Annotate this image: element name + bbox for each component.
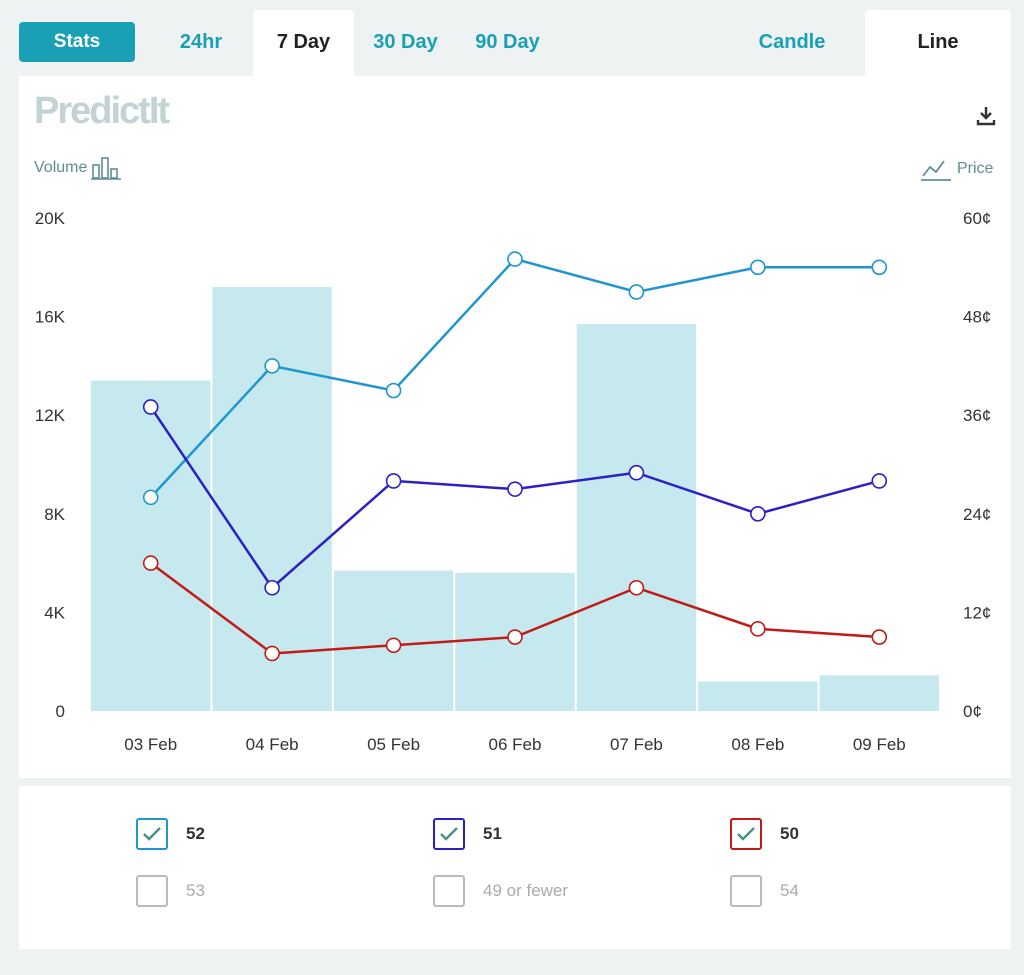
price-label: Price	[957, 160, 994, 177]
legend-item[interactable]: 52	[136, 816, 205, 852]
line-chart-icon	[921, 160, 951, 181]
volume-tick-label: 0	[56, 702, 65, 721]
stats-button[interactable]: Stats	[19, 22, 135, 62]
volume-bar	[698, 681, 818, 711]
bar-chart-icon	[91, 157, 122, 180]
price-axis-title: Price	[921, 156, 993, 182]
price-tick-label: 24¢	[963, 505, 991, 524]
data-point-52	[507, 251, 523, 267]
tab-candle[interactable]: Candle	[758, 31, 826, 53]
checked-checkbox[interactable]	[433, 818, 465, 850]
data-point-52	[385, 382, 402, 399]
check-icon	[440, 827, 458, 841]
price-tick-label: 12¢	[963, 603, 991, 622]
legend-item[interactable]: 49 or fewer	[433, 873, 568, 909]
legend-label: 51	[483, 824, 502, 843]
data-point-51	[871, 473, 888, 489]
legend-label: 52	[186, 824, 205, 843]
data-point-51	[750, 505, 766, 522]
legend-label: 49 or fewer	[483, 881, 569, 900]
predictit-logo: PredictIt	[34, 90, 170, 132]
legend-item[interactable]: 54	[730, 873, 799, 909]
tab-7-day[interactable]: 7 Day	[253, 10, 354, 76]
data-point-50	[142, 555, 159, 571]
download-icon[interactable]	[974, 104, 998, 128]
volume-label: Volume	[34, 159, 88, 176]
data-point-50	[385, 637, 402, 654]
unchecked-checkbox[interactable]	[136, 875, 168, 907]
data-point-52	[142, 489, 159, 506]
volume-tick-label: 20K	[35, 209, 66, 228]
legend-item[interactable]: 50	[730, 816, 799, 852]
data-point-51	[628, 464, 645, 481]
data-point-50	[750, 621, 766, 637]
data-point-52	[750, 259, 766, 276]
x-tick-label: 06 Feb	[489, 735, 542, 754]
x-tick-label: 03 Feb	[124, 735, 177, 754]
x-tick-label: 05 Feb	[367, 735, 420, 754]
volume-bar	[819, 675, 939, 711]
x-tick-label: 08 Feb	[731, 735, 784, 754]
data-point-52	[264, 358, 280, 374]
check-icon	[143, 827, 161, 841]
price-tick-label: 60¢	[963, 209, 991, 228]
x-tick-label: 04 Feb	[246, 735, 299, 754]
chart-panel: PredictIt Volume Price 20K 16K 12K 8K 4K 0 60¢…	[19, 76, 1011, 778]
volume-tick-label: 12K	[35, 406, 66, 425]
data-point-52	[871, 259, 888, 276]
legend-item[interactable]: 53	[136, 873, 205, 909]
volume-bar	[212, 287, 332, 711]
data-point-51	[507, 481, 523, 497]
tab-24hr[interactable]: 24hr	[179, 31, 223, 53]
volume-tick-label: 8K	[44, 505, 65, 524]
price-volume-chart: 20K 16K 12K 8K 4K 0 60¢ 48¢ 36¢ 24¢ 12¢ 0¢ 03 Feb 04 …	[35, 209, 992, 754]
checked-checkbox[interactable]	[730, 818, 762, 850]
unchecked-checkbox[interactable]	[433, 875, 465, 907]
volume-tick-label: 16K	[35, 308, 66, 327]
legend-label: 50	[780, 824, 799, 843]
legend-panel: 52 51 50 53 49 or fewer 54	[19, 786, 1011, 949]
x-tick-label: 09 Feb	[853, 735, 906, 754]
data-point-50	[871, 629, 888, 645]
volume-bar	[576, 323, 697, 711]
tab-30-day[interactable]: 30 Day	[373, 31, 438, 53]
data-point-51	[142, 399, 159, 415]
data-point-50	[507, 629, 523, 645]
volume-bar	[91, 380, 211, 711]
legend-label: 53	[186, 881, 205, 900]
price-tick-label: 0¢	[963, 702, 982, 721]
data-point-51	[264, 579, 280, 596]
legend-item[interactable]: 51	[433, 816, 502, 852]
volume-axis-title: Volume	[34, 156, 122, 180]
data-point-50	[628, 579, 645, 596]
price-tick-label: 48¢	[963, 308, 991, 327]
checked-checkbox[interactable]	[136, 818, 168, 850]
check-icon	[737, 827, 755, 841]
tab-bar: Stats 24hr 7 Day 30 Day 90 Day Candle Li…	[0, 0, 1024, 76]
price-tick-label: 36¢	[963, 406, 991, 425]
data-point-52	[628, 284, 645, 300]
tab-90-day[interactable]: 90 Day	[475, 31, 540, 53]
volume-tick-label: 4K	[44, 603, 65, 622]
data-point-50	[264, 645, 280, 662]
legend-label: 54	[780, 881, 799, 900]
unchecked-checkbox[interactable]	[730, 875, 762, 907]
data-point-51	[385, 473, 402, 489]
x-tick-label: 07 Feb	[610, 735, 663, 754]
tab-line[interactable]: Line	[865, 10, 1011, 76]
